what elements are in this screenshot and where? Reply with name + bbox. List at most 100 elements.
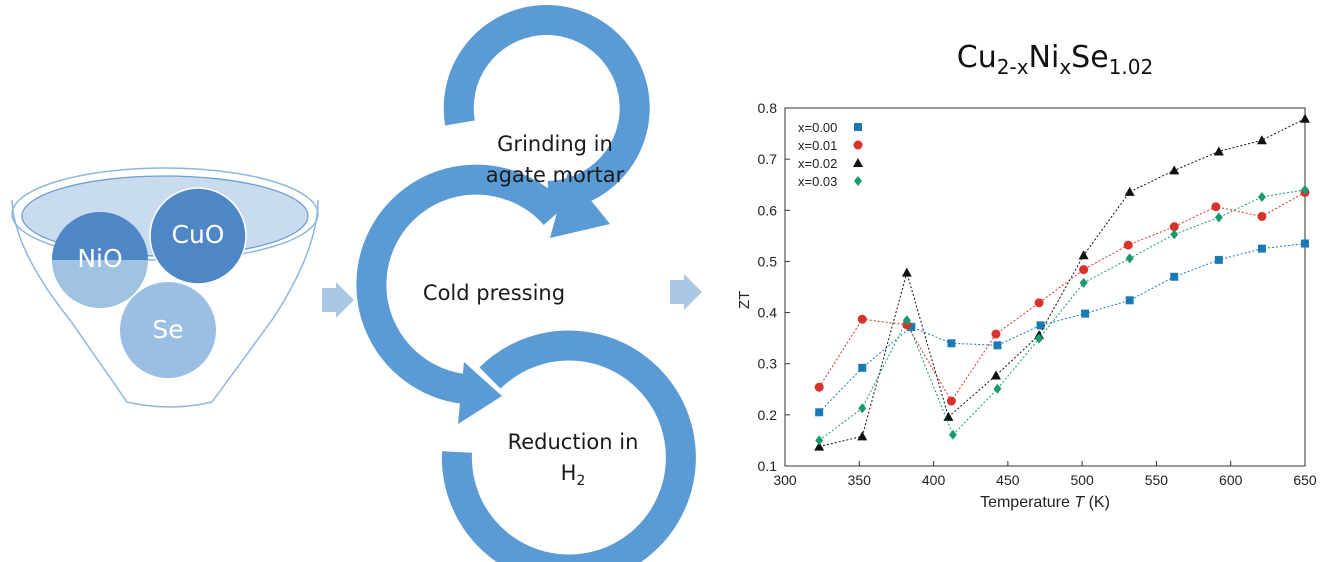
chart-title: Cu2-xNixSe1.02 [935, 40, 1175, 79]
marker-diamond [1079, 277, 1088, 288]
marker-square [854, 123, 862, 131]
step-grinding-line1: Grinding in [497, 132, 613, 156]
marker-triangle [1124, 186, 1135, 196]
y-tick-label: 0.7 [758, 151, 778, 167]
marker-square [815, 408, 824, 417]
series-line [819, 118, 1306, 448]
marker-circle [1169, 222, 1179, 232]
marker-diamond [993, 383, 1002, 394]
marker-square [1081, 309, 1090, 318]
marker-triangle [990, 370, 1001, 380]
step-reduction-h: H [560, 461, 577, 485]
process-cycle [356, 5, 696, 562]
marker-diamond [815, 435, 824, 446]
series-line [818, 243, 1306, 413]
y-tick-label: 0.5 [758, 253, 778, 269]
marker-square [1125, 296, 1134, 305]
x-tick-label: 600 [1219, 472, 1243, 488]
marker-square [993, 341, 1002, 350]
step-reduction-line2: H2 [488, 461, 658, 489]
x-tick-label: 550 [1145, 472, 1169, 488]
marker-circle [1211, 202, 1221, 212]
step-reduction-sub: 2 [576, 473, 586, 490]
marker-diamond [948, 429, 957, 440]
cycle-arrow-reduction [441, 330, 696, 562]
cycle-arrow-pressing [356, 164, 567, 404]
marker-triangle [814, 441, 825, 451]
title-part: Ni [1028, 40, 1060, 75]
y-tick-label: 0.2 [758, 407, 778, 423]
marker-diamond [1214, 212, 1223, 223]
title-part: Cu [956, 40, 997, 75]
x-tick-label: 500 [1070, 472, 1094, 488]
marker-diamond [902, 315, 911, 326]
x-axis-label-prefix: Temperature [980, 494, 1074, 511]
marker-triangle [1300, 113, 1310, 123]
marker-circle [1034, 298, 1044, 308]
series-line [818, 189, 1306, 441]
step-grinding-line2: agate mortar [485, 163, 625, 187]
marker-triangle [853, 158, 863, 167]
x-tick-label: 650 [1293, 472, 1317, 488]
marker-square [1214, 255, 1223, 264]
marker-circle [1079, 265, 1089, 275]
x-axis-label: Temperature T (K) [980, 494, 1110, 511]
arrowhead-icon [550, 172, 610, 238]
marker-square [1301, 239, 1309, 248]
y-tick-label: 0.3 [758, 356, 778, 372]
marker-circle [814, 382, 824, 392]
marker-square [1257, 244, 1266, 253]
marker-diamond [1257, 191, 1266, 202]
y-tick-label: 0.6 [758, 202, 778, 218]
label-nio: NiO [77, 244, 123, 273]
marker-diamond [854, 176, 862, 186]
legend-label: x=0.02 [798, 156, 837, 171]
legend-label: x=0.03 [798, 174, 837, 189]
y-tick-label: 0.4 [758, 305, 778, 321]
x-tick-label: 350 [848, 472, 872, 488]
marker-circle [946, 396, 956, 406]
marker-diamond [1125, 253, 1134, 264]
marker-diamond [858, 403, 867, 414]
cycle-arrow-grinding [443, 5, 650, 211]
marker-triangle [1169, 165, 1180, 175]
step-reduction-line1: Reduction in [507, 430, 639, 454]
legend-label: x=0.00 [798, 120, 837, 135]
legend-label: x=0.01 [798, 138, 837, 153]
y-tick-label: 0.8 [758, 100, 778, 116]
marker-square [947, 339, 956, 348]
chevron-arrow-icon [670, 274, 702, 310]
marker-triangle [901, 267, 912, 277]
x-axis-label-var: T [1074, 494, 1085, 511]
marker-square [1170, 272, 1179, 281]
marker-circle [1123, 240, 1133, 250]
marker-triangle [857, 431, 868, 441]
marker-diamond [1301, 184, 1309, 195]
title-sub: x [1059, 55, 1072, 79]
marker-circle [853, 140, 863, 150]
title-sub: 1.02 [1108, 55, 1154, 79]
label-cuo: CuO [171, 220, 225, 249]
series-line [818, 191, 1306, 402]
step-cold-pressing: Cold pressing [422, 281, 566, 305]
title-part: Se [1071, 40, 1109, 75]
label-se: Se [152, 315, 184, 344]
y-axis-label: ZT [736, 291, 753, 309]
marker-circle [857, 314, 867, 324]
x-tick-label: 450 [996, 472, 1020, 488]
marker-square [858, 363, 867, 372]
x-tick-label: 300 [773, 472, 797, 488]
marker-triangle [1256, 135, 1267, 145]
marker-diamond [1035, 333, 1044, 344]
marker-triangle [943, 411, 954, 421]
marker-triangle [1213, 146, 1224, 156]
circle-cuo [149, 187, 247, 285]
circle-se [120, 282, 216, 378]
marker-circle [1257, 211, 1267, 221]
chevron-arrow-icon [322, 282, 354, 318]
marker-square [907, 322, 916, 331]
circle-nio-upper [52, 212, 148, 260]
marker-square [1036, 321, 1045, 330]
